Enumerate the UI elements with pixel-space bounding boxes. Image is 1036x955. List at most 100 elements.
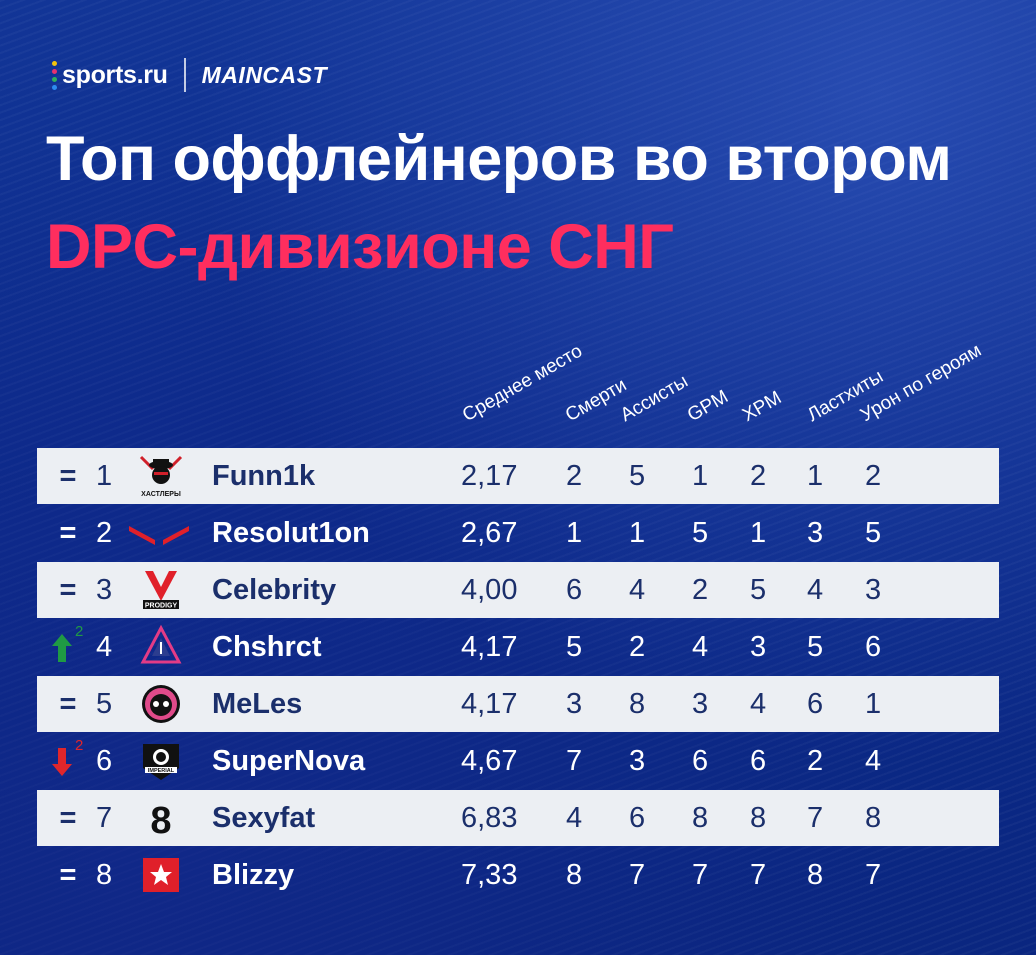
gpm-value: 7 [692,859,709,891]
player-name: MeLes [212,688,303,720]
gpm-value: 4 [692,631,709,663]
avg-place-value: 4,00 [461,574,518,606]
hero-damage-value: 7 [865,859,882,891]
b8-logo: 8 [137,795,185,842]
player-name: Blizzy [212,859,295,891]
mask-logo [137,681,185,727]
xpm-value: 3 [750,631,767,663]
deaths-value: 5 [566,631,583,663]
brand-divider [183,58,186,92]
deaths-value: 3 [566,688,583,720]
page-title-line2: DPC-дивизионе СНГ [46,212,674,282]
lasthits-value: 3 [807,517,824,549]
xpm-value: 5 [750,574,767,606]
deaths-value: 8 [566,859,583,891]
deaths-value: 2 [566,460,583,492]
rank-number: 2 [96,517,113,549]
gpm-value: 8 [692,802,709,834]
player-name: Celebrity [212,574,337,606]
maincast-logo: MAINCAST [201,61,328,88]
avg-place-value: 2,67 [461,517,518,549]
table-row: = 8 Blizzy 7,33 8 7 7 7 8 7 [37,847,999,903]
rank-number: 4 [96,631,113,663]
gpm-value: 3 [692,688,709,720]
page-title-line1: Топ оффлейнеров во втором [46,124,952,194]
hero-damage-value: 3 [865,574,882,606]
svg-text:PRODIGY: PRODIGY [145,603,178,610]
avg-place-value: 4,67 [461,745,518,777]
gpm-value: 2 [692,574,709,606]
table-row: = 5 MeLes 4,17 3 8 3 4 6 1 [37,676,999,732]
player-name: SuperNova [212,745,366,777]
lasthits-value: 5 [807,631,824,663]
rank-change-equal: = [59,460,77,492]
hero-damage-value: 4 [865,745,882,777]
svg-text:ХАСТЛЕРЫ: ХАСТЛЕРЫ [141,491,181,498]
vp-prodigy-logo: PRODIGY [137,567,185,613]
table-row: = 1 ХАСТЛЕРЫ Funn1k 2,17 2 5 1 2 1 2 [37,448,999,504]
imperial-logo: IMPERIAL [137,738,185,784]
svg-text:IMPERIAL: IMPERIAL [148,768,175,774]
deaths-value: 7 [566,745,583,777]
hero-damage-value: 1 [865,688,882,720]
xpm-value: 8 [750,802,767,834]
avg-place-value: 7,33 [461,859,518,891]
avg-place-value: 4,17 [461,631,518,663]
rank-change-equal: = [59,517,77,549]
rank-change-equal: = [59,802,77,834]
lasthits-value: 1 [807,460,824,492]
hero-damage-value: 5 [865,517,882,549]
rank-number: 8 [96,859,113,891]
rank-change-equal: = [59,859,77,891]
avg-place-value: 6,83 [461,802,518,834]
hustlers-logo: ХАСТЛЕРЫ [137,453,185,499]
xpm-value: 2 [750,460,767,492]
player-name: Resolut1on [212,517,370,549]
arrow-down-icon [51,746,73,778]
xpm-value: 1 [750,517,767,549]
rank-change-amount: 2 [75,737,84,754]
rank-number: 6 [96,745,113,777]
assists-value: 6 [629,802,646,834]
arrow-up-icon [51,632,73,664]
deaths-value: 1 [566,517,583,549]
hero-damage-value: 6 [865,631,882,663]
rank-change-equal: = [59,688,77,720]
gpm-value: 5 [692,517,709,549]
arrow-triangle-logo [137,624,185,670]
brand-header: sports.ru MAINCAST [52,58,327,92]
gpm-value: 1 [692,460,709,492]
assists-value: 5 [629,460,646,492]
lasthits-value: 7 [807,802,824,834]
hero-damage-value: 8 [865,802,882,834]
player-name: Funn1k [212,460,316,492]
lasthits-value: 2 [807,745,824,777]
deaths-value: 6 [566,574,583,606]
assists-value: 7 [629,859,646,891]
lasthits-value: 6 [807,688,824,720]
sports-dots-icon [52,60,57,90]
gambit-logo [137,852,185,898]
deaths-value: 4 [566,802,583,834]
table-row: = 3 PRODIGY Celebrity 4,00 6 4 2 5 4 3 [37,562,999,618]
table-row: = 2 Resolut1on 2,67 1 1 5 1 3 5 [37,505,999,561]
rank-number: 7 [96,802,113,834]
svg-text:8: 8 [150,800,171,841]
avg-place-value: 2,17 [461,460,518,492]
gpm-value: 6 [692,745,709,777]
xpm-value: 6 [750,745,767,777]
assists-value: 4 [629,574,646,606]
table-row: = 7 8 Sexyfat 6,83 4 6 8 8 7 8 [37,790,999,846]
assists-value: 1 [629,517,646,549]
rank-number: 3 [96,574,113,606]
assists-value: 3 [629,745,646,777]
assists-value: 8 [629,688,646,720]
assists-value: 2 [629,631,646,663]
hero-damage-value: 2 [865,460,882,492]
player-name: Chshrct [212,631,322,663]
xpm-value: 7 [750,859,767,891]
player-name: Sexyfat [212,802,316,834]
lasthits-value: 4 [807,574,824,606]
avg-place-value: 4,17 [461,688,518,720]
